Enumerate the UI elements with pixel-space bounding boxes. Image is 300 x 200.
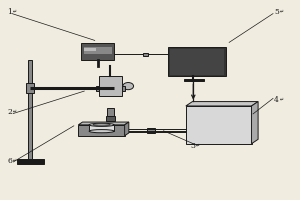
FancyBboxPatch shape bbox=[170, 49, 224, 75]
Polygon shape bbox=[124, 122, 129, 136]
Text: 3: 3 bbox=[190, 142, 195, 150]
Text: ↵: ↵ bbox=[13, 157, 17, 162]
Text: ↵: ↵ bbox=[13, 108, 17, 113]
Ellipse shape bbox=[89, 123, 114, 126]
Text: 2: 2 bbox=[7, 108, 12, 116]
FancyBboxPatch shape bbox=[26, 83, 34, 93]
Text: 1: 1 bbox=[7, 8, 12, 16]
Text: ↵: ↵ bbox=[13, 8, 17, 13]
FancyBboxPatch shape bbox=[168, 47, 226, 76]
FancyBboxPatch shape bbox=[184, 79, 204, 81]
Text: ↵: ↵ bbox=[280, 97, 284, 102]
FancyBboxPatch shape bbox=[122, 86, 125, 91]
Polygon shape bbox=[251, 102, 258, 144]
FancyBboxPatch shape bbox=[81, 43, 114, 60]
FancyBboxPatch shape bbox=[107, 108, 114, 116]
FancyBboxPatch shape bbox=[84, 48, 96, 51]
FancyBboxPatch shape bbox=[147, 128, 155, 133]
Text: 6: 6 bbox=[7, 157, 12, 165]
FancyBboxPatch shape bbox=[17, 159, 44, 164]
FancyBboxPatch shape bbox=[186, 106, 251, 144]
Text: 5: 5 bbox=[274, 8, 279, 16]
FancyBboxPatch shape bbox=[142, 53, 148, 56]
Text: 4: 4 bbox=[274, 96, 279, 104]
FancyBboxPatch shape bbox=[96, 86, 99, 91]
Text: ↵: ↵ bbox=[196, 142, 200, 147]
Circle shape bbox=[123, 83, 134, 90]
FancyBboxPatch shape bbox=[84, 47, 112, 54]
Ellipse shape bbox=[93, 124, 110, 126]
Ellipse shape bbox=[89, 130, 114, 133]
FancyBboxPatch shape bbox=[89, 125, 114, 131]
Polygon shape bbox=[186, 102, 258, 106]
FancyBboxPatch shape bbox=[99, 76, 122, 96]
FancyBboxPatch shape bbox=[106, 116, 115, 121]
FancyBboxPatch shape bbox=[78, 125, 124, 136]
Polygon shape bbox=[78, 122, 129, 125]
FancyBboxPatch shape bbox=[28, 60, 32, 159]
Text: ↵: ↵ bbox=[280, 8, 284, 13]
